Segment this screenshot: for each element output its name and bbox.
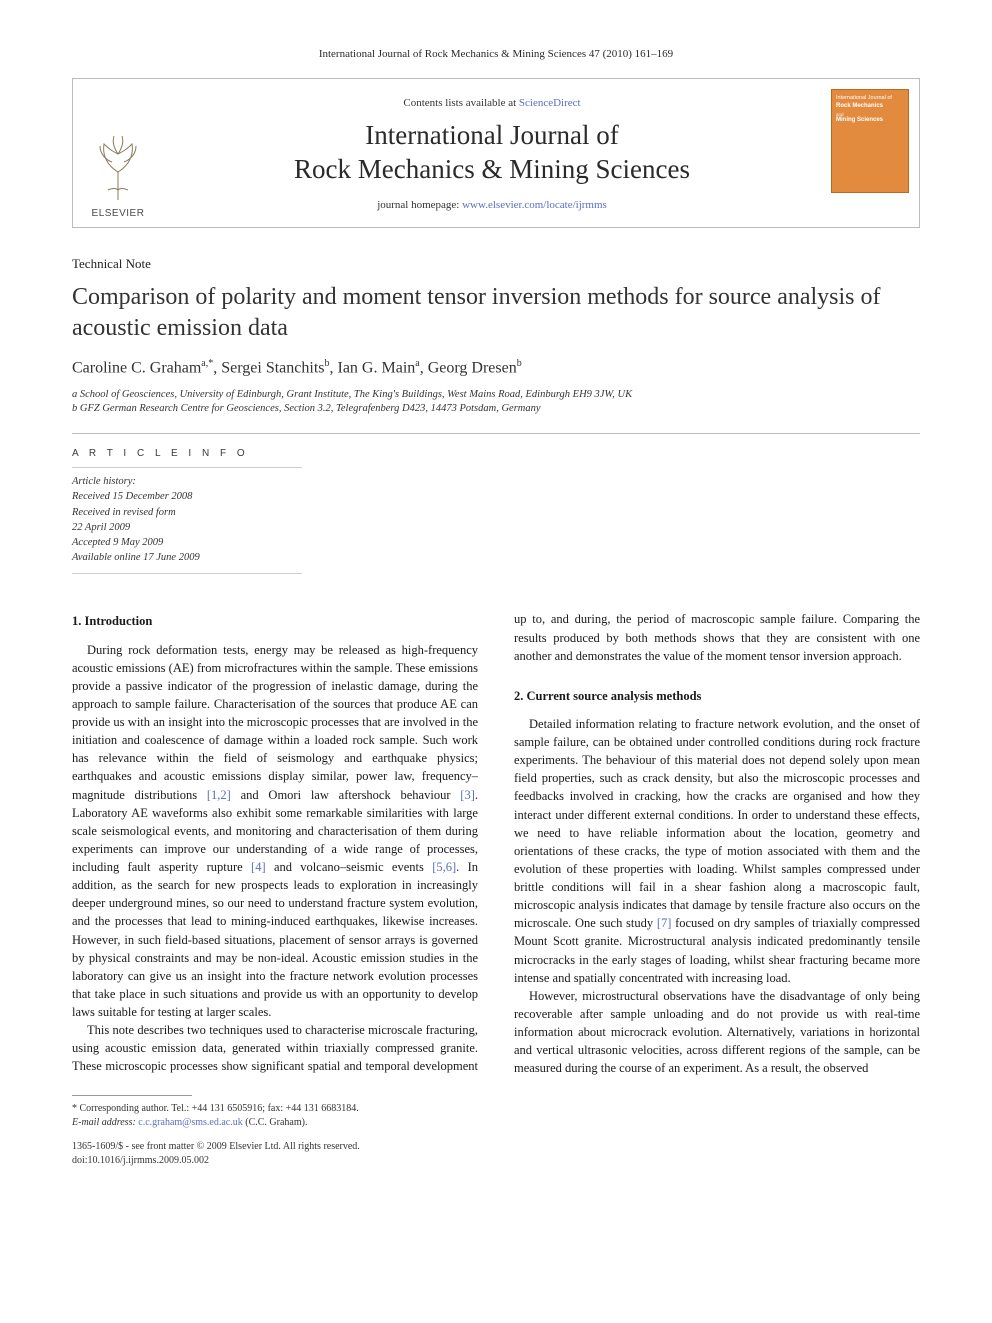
history-label: Article history:: [72, 474, 302, 489]
reference-link[interactable]: [7]: [657, 916, 672, 930]
cover-thumbnail-block: International Journal of Rock Mechanics …: [821, 79, 919, 227]
publisher-name: ELSEVIER: [92, 208, 145, 219]
elsevier-tree-icon: [90, 132, 146, 202]
history-line: Received in revised form: [72, 505, 302, 520]
cover-title: International Journal of: [836, 95, 904, 101]
sciencedirect-link[interactable]: ScienceDirect: [519, 97, 581, 109]
copyright-line: 1365-1609/$ - see front matter © 2009 El…: [72, 1140, 920, 1154]
cover-sub2: and: [836, 112, 844, 117]
paragraph: Detailed information relating to fractur…: [514, 715, 920, 987]
author-2: , Sergei Stanchits: [213, 360, 324, 377]
journal-name-line2: Rock Mechanics & Mining Sciences: [294, 154, 690, 184]
article-type: Technical Note: [72, 256, 920, 272]
email-tail: (C.C. Graham).: [243, 1117, 308, 1128]
article-info-block: A R T I C L E I N F O Article history: R…: [72, 448, 302, 586]
contents-line: Contents lists available at ScienceDirec…: [173, 97, 811, 109]
body-text: . In addition, as the search for new pro…: [72, 860, 478, 1019]
doi-line: doi:10.1016/j.ijrmms.2009.05.002: [72, 1154, 920, 1168]
body-text: and Omori law aftershock behaviour: [231, 788, 460, 802]
article-info-row: A R T I C L E I N F O Article history: R…: [72, 448, 920, 586]
divider: [72, 573, 302, 574]
reference-link[interactable]: [4]: [251, 860, 266, 874]
affiliations: a School of Geosciences, University of E…: [72, 388, 920, 417]
journal-cover-thumbnail: International Journal of Rock Mechanics …: [831, 89, 909, 193]
section-heading-2: 2. Current source analysis methods: [514, 687, 920, 705]
article-info-heading: A R T I C L E I N F O: [72, 448, 302, 459]
doi-block: 1365-1609/$ - see front matter © 2009 El…: [72, 1140, 920, 1168]
body-columns: 1. Introduction During rock deformation …: [72, 610, 920, 1077]
history-line: 22 April 2009: [72, 520, 302, 535]
footnotes: * Corresponding author. Tel.: +44 131 65…: [72, 1102, 920, 1130]
affiliation-b: b GFZ German Research Centre for Geoscie…: [72, 402, 920, 417]
author-list: Caroline C. Grahama,*, Sergei Stanchitsb…: [72, 358, 920, 377]
email-link[interactable]: c.c.graham@sms.ed.ac.uk: [138, 1117, 242, 1128]
reference-link[interactable]: [5,6]: [432, 860, 456, 874]
cover-sub1: Rock Mechanics: [836, 103, 883, 109]
body-text: During rock deformation tests, energy ma…: [72, 643, 478, 802]
body-text: and volcano–seismic events: [266, 860, 433, 874]
homepage-link[interactable]: www.elsevier.com/locate/ijrmms: [462, 199, 607, 211]
corresponding-author-note: * Corresponding author. Tel.: +44 131 65…: [72, 1102, 920, 1116]
cover-sub3: Mining Sciences: [836, 117, 883, 123]
journal-masthead: ELSEVIER Contents lists available at Sci…: [72, 78, 920, 228]
reference-link[interactable]: [1,2]: [207, 788, 231, 802]
journal-name-line1: International Journal of: [365, 120, 618, 150]
history-line: Received 15 December 2008: [72, 489, 302, 504]
footnote-divider: [72, 1095, 192, 1096]
masthead-center: Contents lists available at ScienceDirec…: [163, 79, 821, 227]
reference-link[interactable]: [3]: [460, 788, 475, 802]
homepage-line: journal homepage: www.elsevier.com/locat…: [173, 199, 811, 211]
section-heading-1: 1. Introduction: [72, 612, 478, 630]
history-line: Accepted 9 May 2009: [72, 535, 302, 550]
paragraph: During rock deformation tests, energy ma…: [72, 641, 478, 1022]
affiliation-a: a School of Geosciences, University of E…: [72, 388, 920, 403]
paragraph: However, microstructural observations ha…: [514, 987, 920, 1078]
journal-name: International Journal of Rock Mechanics …: [173, 119, 811, 187]
author-3: , Ian G. Main: [330, 360, 416, 377]
author-1: Caroline C. Graham: [72, 360, 201, 377]
contents-prefix: Contents lists available at: [403, 97, 518, 109]
homepage-prefix: journal homepage:: [377, 199, 462, 211]
author-4: , Georg Dresen: [420, 360, 517, 377]
author-4-aff: b: [517, 358, 522, 369]
history-line: Available online 17 June 2009: [72, 550, 302, 565]
article-history: Article history: Received 15 December 20…: [72, 467, 302, 565]
divider: [72, 433, 920, 434]
email-label: E-mail address:: [72, 1117, 138, 1128]
running-head: International Journal of Rock Mechanics …: [72, 48, 920, 60]
publisher-logo-block: ELSEVIER: [73, 79, 163, 227]
body-text: Detailed information relating to fractur…: [514, 717, 920, 930]
article-title: Comparison of polarity and moment tensor…: [72, 282, 920, 344]
